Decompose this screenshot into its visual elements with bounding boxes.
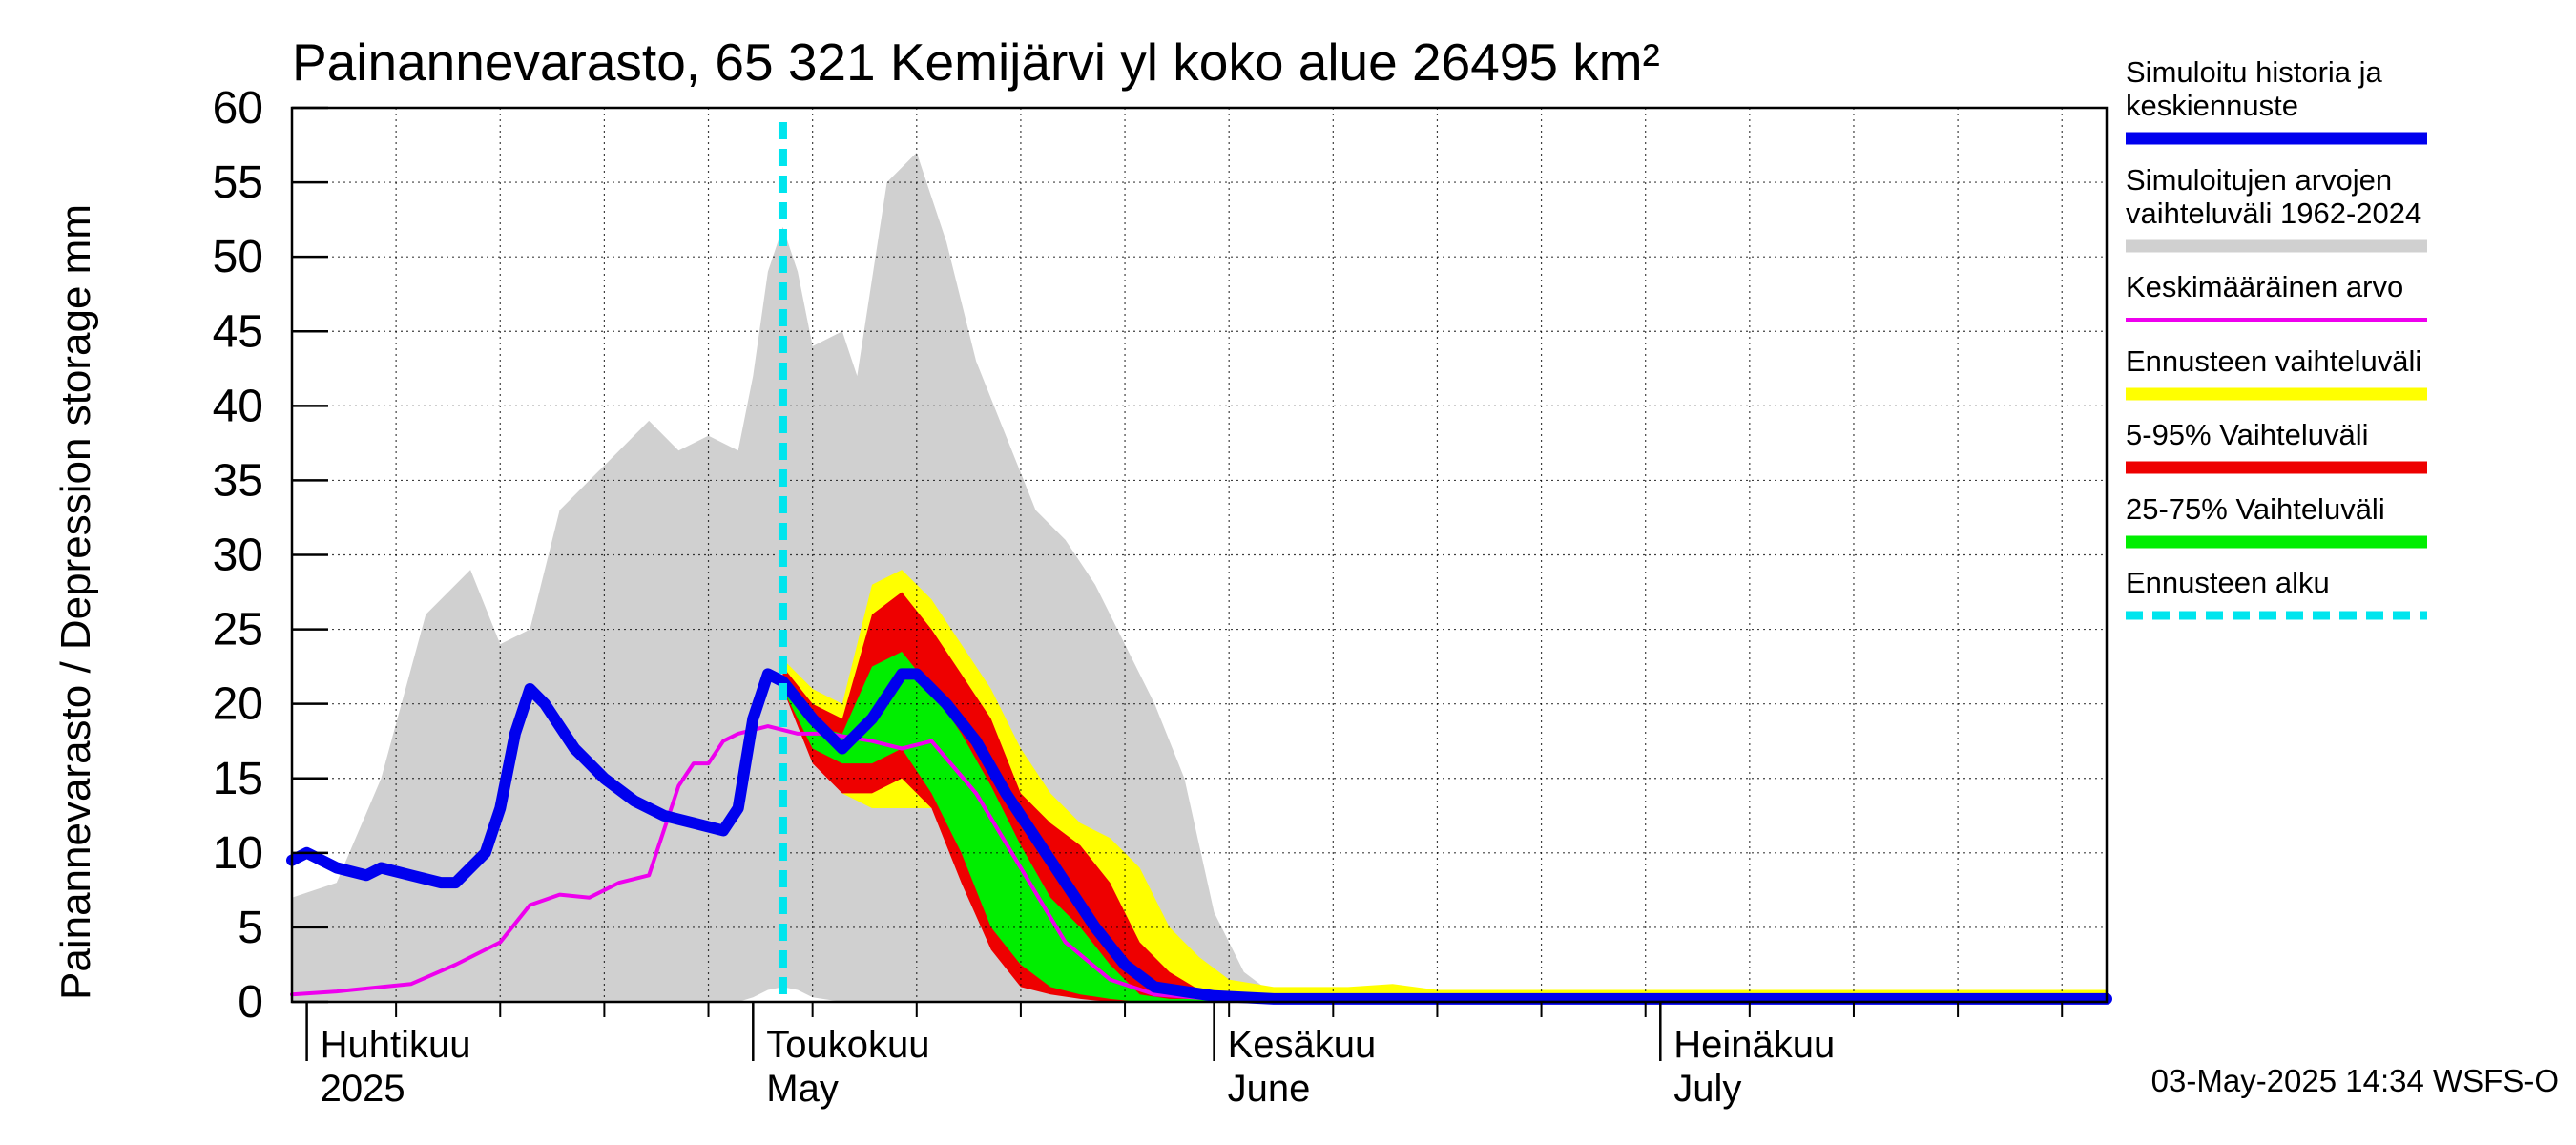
series-line-5 [286,668,2112,1005]
legend-label-1: vaihteluväli 1962-2024 [2126,197,2421,230]
legend-label-0: Simuloitu historia ja [2126,55,2383,89]
y-tick-label: 60 [213,83,263,134]
y-tick-label: 40 [213,381,263,431]
axes: 051015202530354045505560Huhtikuu2025Touk… [213,83,2109,1110]
footer-timestamp: 03-May-2025 14:34 WSFS-O [2151,1063,2559,1098]
chart-title: Painannevarasto, 65 321 Kemijärvi yl kok… [292,32,1660,92]
legend-label-0: keskiennuste [2126,89,2298,122]
y-tick-label: 25 [213,605,263,656]
series-line-4 [290,724,2109,1004]
x-month-sublabel: July [1673,1068,1741,1110]
y-tick-label: 45 [213,306,263,357]
x-month-label: Huhtikuu [321,1024,471,1066]
legend-label-1: Simuloitujen arvojen [2126,163,2392,197]
x-month-label: Toukokuu [766,1024,929,1066]
legend-label-3: Ennusteen vaihteluväli [2126,344,2421,378]
legend-label-5: 25-75% Vaihteluväli [2126,492,2385,526]
y-tick-label: 55 [213,157,263,208]
plot-area [286,107,2112,1005]
y-tick-label: 50 [213,232,263,282]
x-month-label: Kesäkuu [1228,1024,1377,1066]
x-month-label: Heinäkuu [1673,1024,1835,1066]
y-tick-label: 5 [238,903,263,953]
grid [292,107,2107,1002]
series-band-3 [782,652,2107,1002]
y-tick-label: 15 [213,754,263,804]
y-tick-label: 20 [213,679,263,730]
x-month-sublabel: June [1228,1068,1311,1110]
x-month-sublabel: 2025 [321,1068,405,1110]
series-band-2 [782,592,2107,1002]
y-tick-label: 10 [213,828,263,879]
y-tick-label: 30 [213,531,263,581]
y-tick-label: 0 [238,977,263,1028]
y-axis-label: Painannevarasto / Depression storage mm [52,204,99,1000]
legend-label-6: Ennusteen alku [2126,566,2330,599]
legend-label-2: Keskimääräinen arvo [2126,270,2403,303]
legend-label-4: 5-95% Vaihteluväli [2126,418,2368,451]
x-month-sublabel: May [766,1068,839,1110]
y-tick-label: 35 [213,455,263,506]
